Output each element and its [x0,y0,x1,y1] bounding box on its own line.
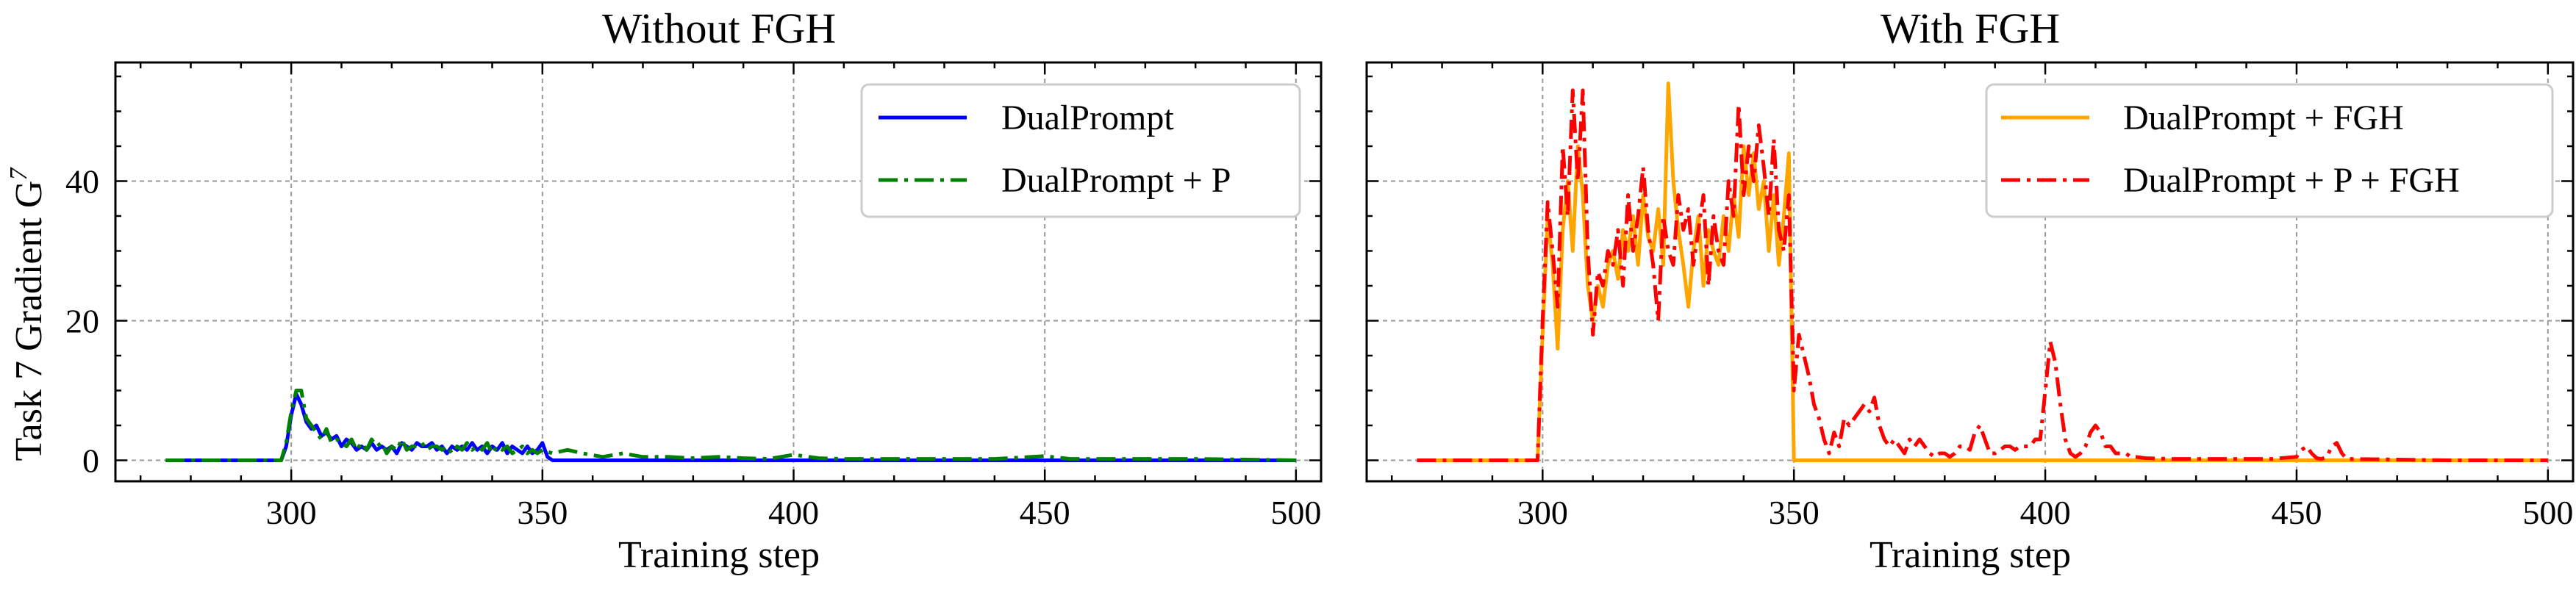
chart-title-left: Without FGH [602,4,836,52]
plot-frame-right [1365,61,2575,483]
plot-frame-left [114,61,1323,483]
x-tick-label: 300 [1517,494,1568,531]
panel-with-fgh: With FGH 300 350 400 450 500 Training step D… [1365,4,2575,576]
legend-label-dualprompt: DualPrompt [1001,98,1174,137]
x-tick-label: 500 [1270,494,1321,531]
x-tick-label: 400 [2020,494,2071,531]
panel-without-fgh: Without FGH Task 7 Gradient G7 300 350 400… [5,4,1323,576]
legend-label-dualprompt-p: DualPrompt + P [1001,161,1231,200]
x-tick-label: 350 [1769,494,1820,531]
series-line-dualprompt-p [165,389,1296,462]
x-axis-label-right: Training step [1870,534,2071,576]
y-tick-label: 20 [65,303,99,340]
legend-frame-right [1985,83,2554,218]
legend-right: DualPrompt + FGH DualPrompt + P + FGH [1985,83,2554,218]
x-tick-label: 450 [2271,494,2322,531]
x-tick-label: 450 [1020,494,1070,531]
x-tick-label: 300 [266,494,317,531]
series-layer-left [165,389,1296,462]
ticks-right: 300 350 400 450 500 [1367,62,2573,531]
legend-frame-left [860,83,1301,218]
legend-label-dualprompt-fgh: DualPrompt + FGH [2123,98,2404,137]
ticks-left: 300 350 400 450 500 0 20 40 [65,62,1321,531]
series-layer-right [1417,82,2548,462]
chart-title-right: With FGH [1881,4,2060,52]
x-tick-label: 400 [768,494,819,531]
y-axis-label-text: Task 7 Gradient G [8,181,50,461]
x-axis-label-left: Training step [618,534,820,576]
series-line-dualprompt-p-fgh [1417,88,2548,462]
y-tick-label: 0 [82,442,99,480]
svg-text:Task 7 Gradient G7: Task 7 Gradient G7 [5,167,50,461]
y-axis-label-superscript: 7 [5,167,32,181]
series-line-dualprompt-fgh [1417,82,2548,462]
series-line-dualprompt [165,392,1296,462]
x-tick-label: 500 [2522,494,2573,531]
x-tick-label: 350 [517,494,568,531]
y-tick-label: 40 [65,163,99,201]
legend-label-dualprompt-p-fgh: DualPrompt + P + FGH [2123,161,2460,200]
legend-left: DualPrompt DualPrompt + P [860,83,1301,218]
y-axis-label: Task 7 Gradient G7 [5,167,50,461]
